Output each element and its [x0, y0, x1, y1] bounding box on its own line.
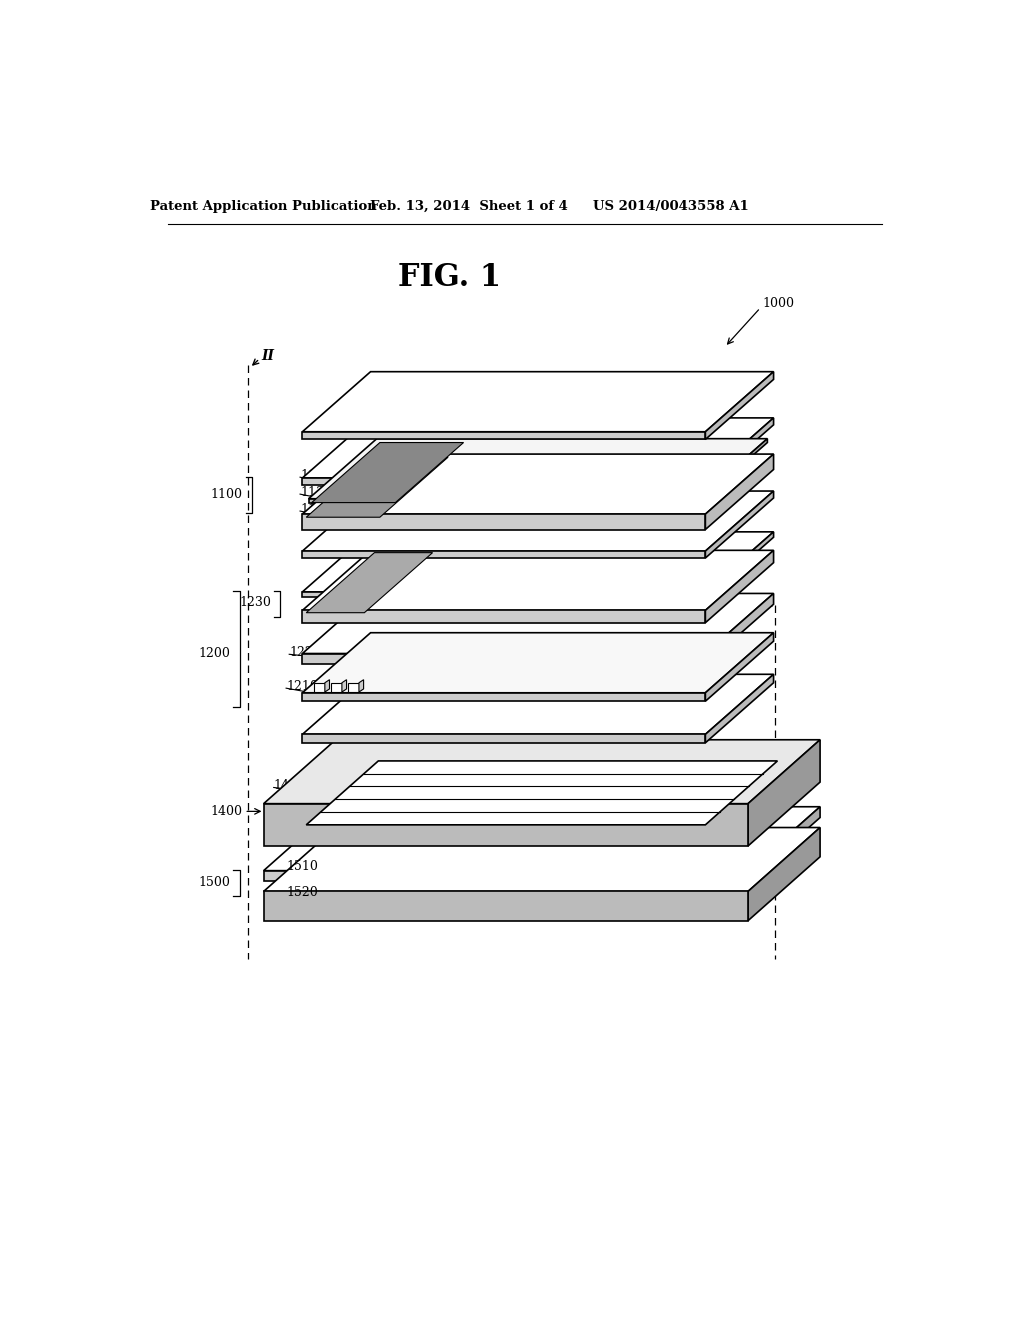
Polygon shape — [706, 532, 773, 597]
Text: 1400: 1400 — [211, 805, 243, 818]
Polygon shape — [748, 807, 820, 882]
Polygon shape — [302, 372, 773, 432]
Polygon shape — [359, 680, 364, 692]
Polygon shape — [263, 828, 820, 891]
Polygon shape — [302, 432, 706, 440]
Polygon shape — [706, 454, 773, 529]
Polygon shape — [302, 532, 773, 591]
Polygon shape — [263, 891, 748, 921]
Polygon shape — [706, 675, 773, 743]
Polygon shape — [308, 438, 767, 499]
Polygon shape — [331, 682, 342, 692]
Text: 1120: 1120 — [300, 503, 332, 516]
Text: 1210: 1210 — [286, 680, 318, 693]
Polygon shape — [311, 442, 464, 503]
Polygon shape — [314, 682, 325, 692]
Text: 1410: 1410 — [273, 779, 306, 792]
Polygon shape — [302, 550, 773, 610]
Polygon shape — [263, 804, 748, 846]
Text: II: II — [261, 348, 274, 363]
Polygon shape — [706, 594, 773, 664]
Text: II: II — [746, 593, 760, 607]
Text: 1200: 1200 — [199, 647, 230, 660]
Polygon shape — [706, 632, 773, 701]
Polygon shape — [302, 734, 706, 743]
Polygon shape — [302, 418, 773, 478]
Text: 1100: 1100 — [211, 487, 243, 500]
Text: 1510: 1510 — [287, 861, 318, 874]
Text: 1232: 1232 — [334, 582, 366, 594]
Polygon shape — [706, 372, 773, 440]
Text: Feb. 13, 2014  Sheet 1 of 4: Feb. 13, 2014 Sheet 1 of 4 — [370, 199, 568, 213]
Text: FIG. 1: FIG. 1 — [398, 263, 501, 293]
Polygon shape — [263, 739, 820, 804]
Polygon shape — [306, 553, 432, 612]
Polygon shape — [306, 457, 449, 517]
Polygon shape — [325, 680, 330, 692]
Polygon shape — [342, 680, 346, 692]
Polygon shape — [263, 807, 820, 871]
Polygon shape — [699, 438, 767, 503]
Polygon shape — [748, 828, 820, 921]
Text: 1231: 1231 — [326, 607, 357, 620]
Text: 1230: 1230 — [240, 597, 271, 610]
Polygon shape — [706, 491, 773, 558]
Text: 1300: 1300 — [336, 726, 368, 739]
Polygon shape — [302, 491, 773, 552]
Text: 1142: 1142 — [334, 541, 366, 554]
Polygon shape — [302, 478, 706, 484]
Polygon shape — [302, 594, 773, 653]
Polygon shape — [706, 418, 773, 484]
Polygon shape — [308, 499, 699, 503]
Polygon shape — [263, 871, 748, 882]
Text: 1141: 1141 — [360, 403, 392, 416]
Text: 1130: 1130 — [300, 486, 332, 499]
Polygon shape — [302, 632, 773, 693]
Text: 1110: 1110 — [300, 469, 332, 482]
Polygon shape — [302, 591, 706, 597]
Text: 1000: 1000 — [762, 297, 794, 310]
Polygon shape — [748, 739, 820, 846]
Polygon shape — [302, 454, 773, 515]
Polygon shape — [302, 653, 706, 664]
Text: Patent Application Publication: Patent Application Publication — [151, 199, 377, 213]
Polygon shape — [348, 682, 359, 692]
Polygon shape — [302, 675, 773, 734]
Polygon shape — [302, 552, 706, 558]
Text: 1220: 1220 — [289, 647, 321, 659]
Polygon shape — [302, 693, 706, 701]
Text: 1500: 1500 — [199, 875, 230, 888]
Polygon shape — [706, 550, 773, 623]
Text: US 2014/0043558 A1: US 2014/0043558 A1 — [593, 199, 749, 213]
Text: 1520: 1520 — [287, 887, 318, 899]
Polygon shape — [302, 610, 706, 623]
Polygon shape — [306, 760, 777, 825]
Polygon shape — [302, 515, 706, 529]
